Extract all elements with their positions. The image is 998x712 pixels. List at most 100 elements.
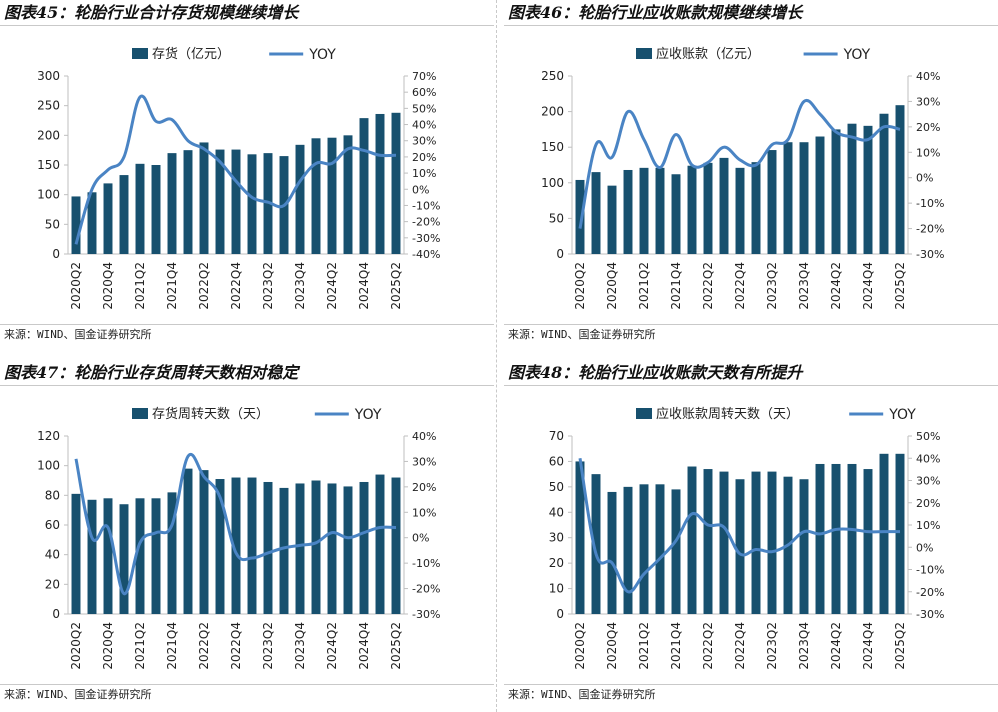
right-tick-label: 10% xyxy=(916,519,940,532)
x-tick-label: 2024Q2 xyxy=(829,622,843,670)
right-tick-label: -10% xyxy=(916,197,944,210)
right-tick-label: 10% xyxy=(916,146,940,159)
legend-bar-label: 存货周转天数（天） xyxy=(152,406,269,422)
right-tick-label: 0% xyxy=(412,532,429,545)
bar-2023Q2 xyxy=(263,481,273,614)
bar-2023Q1 xyxy=(247,477,257,614)
x-tick-label: 2023Q2 xyxy=(765,622,779,670)
x-tick-label: 2024Q4 xyxy=(861,622,875,670)
x-tick-label: 2024Q4 xyxy=(861,262,875,310)
bar-2020Q3 xyxy=(87,499,97,614)
bar-2022Q3 xyxy=(719,471,729,614)
bar-2022Q4 xyxy=(231,477,241,614)
left-tick-label: 50 xyxy=(549,480,564,494)
bar-2023Q4 xyxy=(799,142,809,254)
bar-2025Q1 xyxy=(375,113,385,255)
right-tick-label: 0% xyxy=(916,172,933,185)
left-tick-label: 50 xyxy=(549,211,564,225)
bar-2023Q1 xyxy=(247,154,257,254)
panel-source: 来源：WIND、国金证券研究所 xyxy=(504,324,998,344)
left-tick-label: 20 xyxy=(45,577,60,591)
bar-2022Q2 xyxy=(199,470,209,614)
bar-2020Q2 xyxy=(575,461,585,614)
x-tick-label: 2023Q4 xyxy=(797,262,811,310)
left-tick-label: 80 xyxy=(45,488,60,502)
receivables-chart: 应收账款（亿元） YOY 0 50 100 150 200 250 -30% -20% -10% 0%… xyxy=(541,46,944,310)
x-tick-label: 2022Q2 xyxy=(197,622,211,670)
bar-2022Q1 xyxy=(183,468,193,614)
panel-source: 来源：WIND、国金证券研究所 xyxy=(504,684,998,704)
left-tick-label: 0 xyxy=(52,607,60,621)
left-tick-label: 150 xyxy=(541,140,564,154)
bar-2021Q1 xyxy=(623,486,633,614)
right-tick-label: 30% xyxy=(412,455,436,468)
bar-2023Q4 xyxy=(295,483,305,614)
bar-2024Q3 xyxy=(847,463,857,614)
right-tick-label: 0% xyxy=(412,183,429,196)
panel-title: 图表48：轮胎行业应收账款天数有所提升 xyxy=(504,360,998,386)
panel-inventory-days: 图表47：轮胎行业存货周转天数相对稳定 存货周转天数（天） YOY 0 20 40 60 8… xyxy=(0,360,494,712)
legend-line-label: YOY xyxy=(354,407,382,423)
x-tick-label: 2022Q4 xyxy=(733,622,747,670)
bar-2025Q2 xyxy=(391,112,401,254)
legend-bar-label: 存货（亿元） xyxy=(152,46,230,62)
right-tick-label: 20% xyxy=(916,121,940,134)
left-tick-label: 100 xyxy=(541,176,564,190)
right-tick-label: 60% xyxy=(412,86,436,99)
bar-2024Q4 xyxy=(863,469,873,614)
right-tick-label: 30% xyxy=(412,135,436,148)
bar-2022Q1 xyxy=(687,165,697,254)
x-tick-label: 2020Q2 xyxy=(573,262,587,310)
bar-2023Q2 xyxy=(767,471,777,614)
bar-2021Q4 xyxy=(167,153,177,254)
bar-2024Q2 xyxy=(327,137,337,254)
right-tick-label: -30% xyxy=(412,232,440,245)
left-tick-label: 200 xyxy=(37,128,60,142)
right-tick-label: -20% xyxy=(916,586,944,599)
right-tick-label: 20% xyxy=(412,151,436,164)
right-tick-label: -30% xyxy=(916,608,944,621)
receivable-days-chart: 应收账款周转天数（天） YOY 0 10 20 30 40 50 60 70 -30% -20% -10… xyxy=(549,406,945,670)
bar-2024Q2 xyxy=(831,129,841,254)
right-tick-label: 10% xyxy=(412,506,436,519)
right-tick-label: -10% xyxy=(916,564,944,577)
left-tick-label: 60 xyxy=(45,518,60,532)
bar-2021Q4 xyxy=(671,489,681,614)
bar-2022Q4 xyxy=(735,167,745,254)
right-tick-label: 70% xyxy=(412,70,436,83)
x-tick-label: 2022Q4 xyxy=(733,262,747,310)
x-tick-label: 2021Q4 xyxy=(669,262,683,310)
bar-2022Q2 xyxy=(703,469,713,614)
right-tick-label: -30% xyxy=(412,608,440,621)
bar-2021Q2 xyxy=(135,498,145,614)
left-tick-label: 250 xyxy=(541,69,564,83)
x-tick-label: 2024Q2 xyxy=(829,262,843,310)
legend: 应收账款周转天数（天） YOY xyxy=(636,406,916,423)
yoy-line xyxy=(74,452,397,596)
x-tick-label: 2020Q2 xyxy=(573,622,587,670)
bar-2025Q1 xyxy=(879,453,889,614)
x-tick-label: 2021Q4 xyxy=(669,622,683,670)
x-tick-label: 2021Q2 xyxy=(133,622,147,670)
bar-2022Q4 xyxy=(231,149,241,254)
bar-2023Q1 xyxy=(751,471,761,614)
x-tick-label: 2021Q2 xyxy=(637,622,651,670)
panel-divider xyxy=(496,0,497,712)
bar-2024Q4 xyxy=(359,118,369,254)
legend-bar-swatch xyxy=(132,48,148,59)
bar-2022Q3 xyxy=(215,149,225,254)
x-tick-label: 2022Q2 xyxy=(701,262,715,310)
right-tick-label: -20% xyxy=(412,583,440,596)
left-tick-label: 30 xyxy=(549,531,564,545)
bar-2022Q1 xyxy=(687,466,697,614)
bar-2024Q1 xyxy=(311,138,321,254)
legend-line-label: YOY xyxy=(843,47,871,63)
bar-2025Q2 xyxy=(895,453,905,614)
x-tick-label: 2020Q4 xyxy=(101,262,115,310)
x-tick-label: 2021Q4 xyxy=(165,262,179,310)
panel-source: 来源：WIND、国金证券研究所 xyxy=(0,684,494,704)
right-tick-label: 40% xyxy=(916,452,940,465)
legend-bar-label: 应收账款（亿元） xyxy=(656,46,760,62)
right-tick-label: 0% xyxy=(916,541,933,554)
bar-2022Q1 xyxy=(183,150,193,254)
